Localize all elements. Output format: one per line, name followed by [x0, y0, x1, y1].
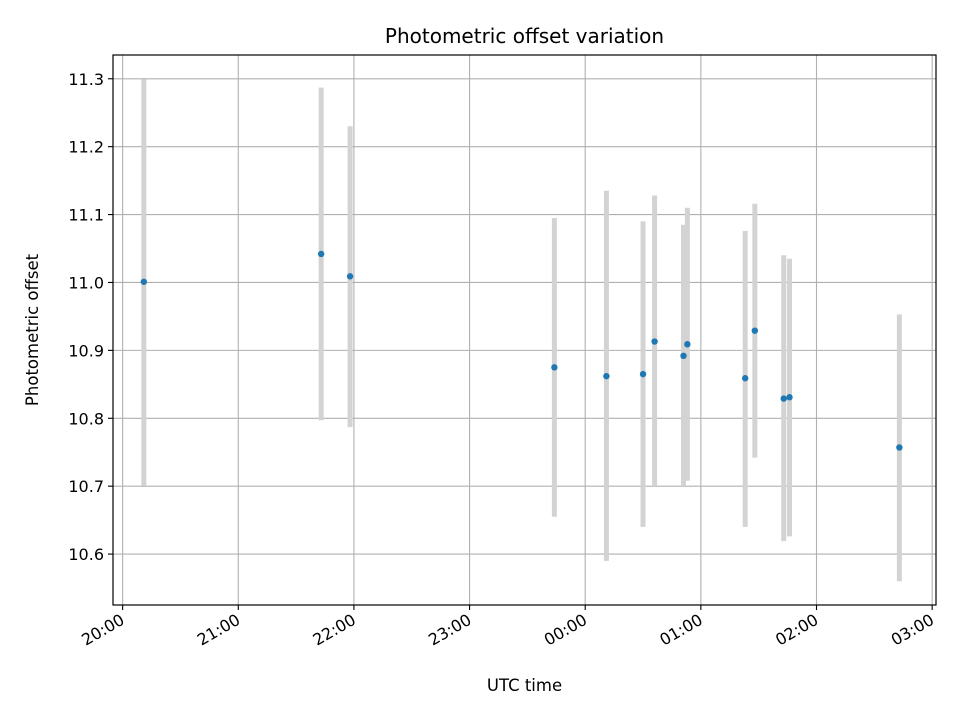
data-points — [140, 250, 903, 451]
data-point — [786, 394, 793, 401]
data-point — [684, 341, 691, 348]
y-tick-label: 11.3 — [68, 70, 104, 89]
y-tick-label: 11.2 — [68, 138, 104, 157]
data-point — [551, 364, 558, 371]
data-point — [603, 372, 610, 380]
y-tick-label: 11.1 — [68, 206, 104, 225]
data-point — [639, 370, 647, 378]
data-point — [680, 352, 687, 360]
y-tick-label: 10.9 — [68, 341, 104, 360]
y-tick-label: 10.6 — [68, 545, 104, 564]
data-point — [751, 327, 759, 334]
y-tick-label: 11.0 — [68, 273, 104, 292]
data-point — [741, 375, 749, 382]
data-point — [896, 444, 903, 451]
y-tick-label: 10.7 — [68, 477, 104, 496]
data-point — [140, 278, 148, 285]
chart-title: Photometric offset variation — [385, 24, 664, 48]
grid — [113, 55, 936, 605]
data-point — [780, 395, 787, 402]
y-axis-ticks: 10.6 10.7 10.8 10.9 11.0 11.1 11.2 11.3 — [68, 70, 113, 564]
plot-area — [113, 55, 936, 605]
data-point — [346, 273, 354, 280]
x-axis-label: UTC time — [487, 676, 562, 695]
y-axis-label: Photometric offset — [23, 253, 42, 406]
plot-frame — [112, 54, 937, 606]
data-point — [317, 250, 325, 258]
data-point — [651, 338, 658, 345]
y-tick-label: 10.8 — [68, 409, 104, 428]
